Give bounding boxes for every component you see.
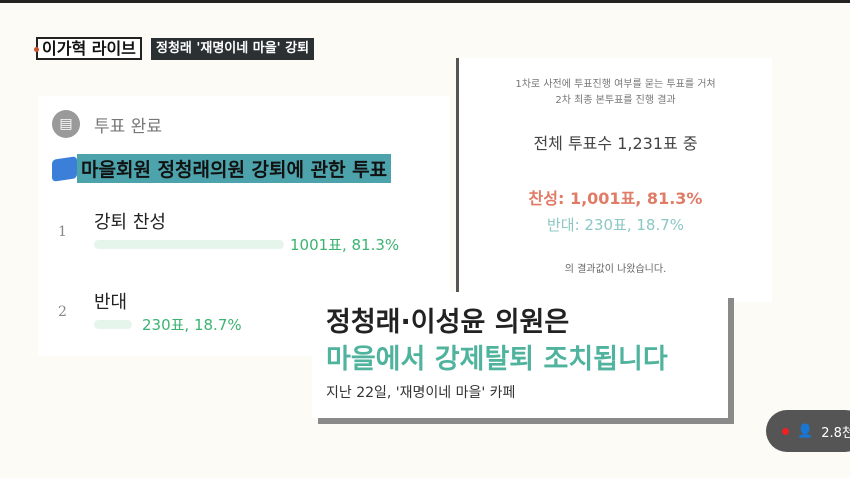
result-line1: 1차로 사전에 투표진행 여부를 묻는 투표를 거쳐 [515, 79, 716, 90]
top-border [0, 0, 850, 3]
live-dot-icon [782, 427, 789, 435]
ballot-box-icon [52, 155, 77, 182]
caption-line1: 정청래·이성윤 의원은 [326, 307, 570, 338]
option-number: 1 [58, 224, 67, 240]
caption-line2: 마을에서 강제탈퇴 조치됩니다 [326, 344, 668, 375]
result-yes: 찬성: 1,001표, 81.3% [528, 189, 703, 208]
program-name: 이가혁 라이브 [42, 39, 136, 58]
option-label: 반대 [94, 292, 128, 313]
option-value: 1001표, 81.3% [290, 236, 400, 254]
result-total: 전체 투표수 1,231표 중 [533, 134, 698, 153]
result-line2: 2차 최종 본투표를 진행 결과 [555, 95, 676, 106]
vote-doc-icon: ▤ [52, 110, 80, 138]
option-bar [94, 320, 132, 329]
poll-status: ▤ 투표 완료 [52, 110, 162, 138]
caption-box: 정청래·이성윤 의원은 마을에서 강제탈퇴 조치됩니다 지난 22일, '재명이… [312, 292, 728, 418]
result-no: 반대: 230표, 18.7% [546, 216, 685, 234]
caption-source: 지난 22일, '재명이네 마을' 카페 [326, 385, 516, 401]
headline: 정청래 '재명이네 마을' 강퇴 [151, 38, 315, 60]
option-bar [94, 240, 284, 249]
poll-title: 마을회원 정청래의원 강퇴에 관한 투표 [52, 154, 392, 183]
option-value: 230표, 18.7% [142, 316, 242, 334]
poll-card: ▤ 투표 완료 마을회원 정청래의원 강퇴에 관한 투표 1 강퇴 찬성 100… [38, 96, 450, 356]
person-icon: 👤 [797, 423, 814, 439]
option-number: 2 [58, 304, 67, 320]
live-viewers-badge[interactable]: 👤 2.8천 [766, 410, 850, 452]
result-card: 1차로 사전에 투표진행 여부를 묻는 투표를 거쳐 2차 최종 본투표를 진행… [456, 58, 772, 302]
poll-title-text: 마을회원 정청래의원 강퇴에 관한 투표 [77, 154, 392, 183]
dot-icon [34, 47, 39, 52]
result-footer: 의 결과값이 나왔습니다. [564, 264, 667, 275]
program-logo: 이가혁 라이브 [34, 37, 142, 60]
status-text: 투표 완료 [94, 116, 162, 137]
viewer-count: 2.8천 [821, 425, 850, 441]
option-label: 강퇴 찬성 [94, 212, 166, 233]
